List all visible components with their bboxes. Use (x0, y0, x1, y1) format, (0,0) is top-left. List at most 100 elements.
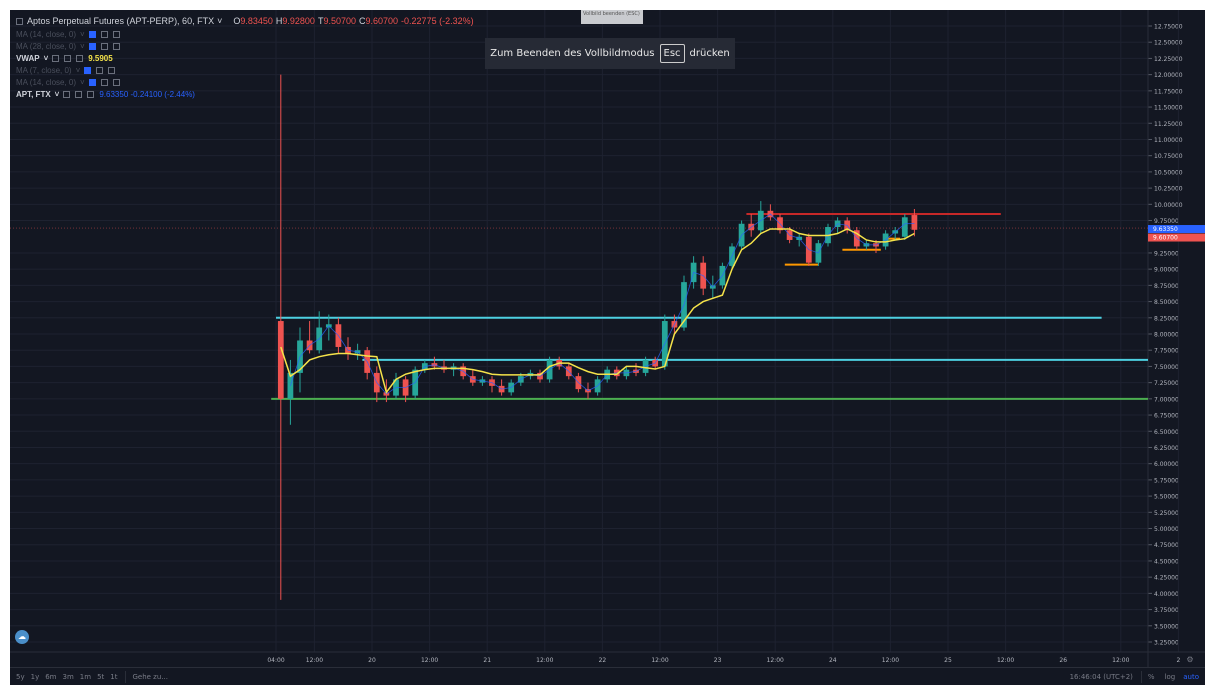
price-tick-label: 4.00000 (1154, 591, 1179, 598)
auto-toggle[interactable]: auto (1183, 673, 1199, 681)
vwap-value: 9.5905 (88, 53, 113, 63)
price-tick-label: 5.75000 (1154, 477, 1179, 484)
log-toggle[interactable]: log (1164, 673, 1176, 681)
visibility-icon[interactable] (88, 78, 96, 86)
close-icon[interactable] (76, 54, 84, 62)
plot-background (10, 10, 1205, 667)
price-tick-label: 9.00000 (1154, 267, 1179, 274)
last-price-label: 9.63350 (1153, 226, 1178, 233)
ohlc-high: H9.92800 (275, 16, 315, 26)
price-tick-label: 8.50000 (1154, 299, 1179, 306)
last-price-label-bg (1148, 225, 1205, 234)
settings-icon[interactable] (100, 42, 108, 50)
goto-button[interactable]: Gehe zu... (132, 673, 168, 681)
toast-message: Zum Beenden des Vollbildmodus (490, 48, 655, 59)
settings-icon[interactable] (75, 90, 83, 98)
range-1d[interactable]: 1t (110, 673, 118, 681)
price-tick-label: 6.75000 (1154, 413, 1179, 420)
time-tick-label: 20 (368, 657, 376, 664)
visibility-icon[interactable] (88, 30, 96, 38)
price-tick-label: 5.00000 (1154, 526, 1179, 533)
time-tick-label: 12:00 (997, 657, 1014, 664)
price-tick-label: 8.75000 (1154, 283, 1179, 290)
esc-key: Esc (659, 44, 685, 63)
price-tick-label: 3.25000 (1154, 640, 1179, 647)
price-tick-label: 12.00000 (1154, 72, 1183, 79)
settings-icon[interactable] (96, 66, 104, 74)
price-tick-label: 5.50000 (1154, 494, 1179, 501)
price-tick-label: 11.75000 (1154, 88, 1183, 95)
price-tick-label: 4.75000 (1154, 542, 1179, 549)
price-tick-label: 5.25000 (1154, 510, 1179, 517)
ma-line (290, 213, 915, 395)
visibility-icon[interactable] (52, 54, 60, 62)
range-3m[interactable]: 3m (62, 673, 74, 681)
time-tick-label: 12:00 (536, 657, 553, 664)
time-tick-label: 12:00 (767, 657, 784, 664)
symbol-title[interactable]: Aptos Perpetual Futures (APT-PERP), 60, … (27, 16, 215, 26)
candle-body (277, 321, 284, 399)
price-tick-label: 3.75000 (1154, 607, 1179, 614)
clock: 16:46:04 (UTC+2) (1069, 673, 1133, 681)
close-icon[interactable] (87, 90, 95, 98)
candle-body (911, 215, 918, 230)
indicator-ma28[interactable]: MA (28, close, 0) ˅ (16, 40, 474, 52)
price-tick-label: 11.00000 (1154, 137, 1183, 144)
percent-toggle[interactable]: % (1147, 673, 1155, 681)
time-tick-label: 2 (1176, 657, 1180, 664)
range-1y[interactable]: 1y (30, 673, 40, 681)
price-tick-label: 10.25000 (1154, 186, 1183, 193)
price-tick-label: 3.50000 (1154, 623, 1179, 630)
settings-icon[interactable] (64, 54, 72, 62)
range-5d[interactable]: 5t (97, 673, 105, 681)
visibility-icon[interactable] (63, 90, 71, 98)
range-1m[interactable]: 1m (79, 673, 92, 681)
settings-icon[interactable] (100, 30, 108, 38)
indicator-ma14[interactable]: MA (14, close, 0) ˅ (16, 28, 474, 40)
price-tick-label: 10.00000 (1154, 202, 1183, 209)
time-tick-label: 12:00 (882, 657, 899, 664)
fullscreen-toast: Zum Beenden des Vollbildmodus Esc drücke… (485, 38, 735, 69)
indicator-apt-ftx[interactable]: APT, FTX ˅ 9.63350 -0.24100 (-2.44%) (16, 89, 195, 99)
toast-suffix: drücken (689, 48, 730, 59)
close-icon[interactable] (108, 66, 116, 74)
ohlc-change: -0.22775 (-2.32%) (401, 16, 474, 26)
indicator-vwap[interactable]: VWAP ˅ 9.5905 (16, 53, 113, 63)
collapse-icon[interactable] (16, 17, 23, 25)
time-tick-label: 12:00 (1112, 657, 1129, 664)
close-icon[interactable] (112, 30, 120, 38)
price-tick-label: 8.00000 (1154, 332, 1179, 339)
apt-ftx-value: 9.63350 -0.24100 (-2.44%) (99, 89, 195, 99)
close-icon[interactable] (112, 78, 120, 86)
range-6m[interactable]: 6m (45, 673, 57, 681)
price-tick-label: 7.25000 (1154, 380, 1179, 387)
price-tick-label: 6.50000 (1154, 429, 1179, 436)
range-5y[interactable]: 5y (16, 673, 25, 681)
close-price-label: 9.60700 (1153, 235, 1178, 242)
close-price-label-bg (1148, 233, 1205, 242)
settings-gear-icon[interactable]: ⚙ (1186, 655, 1193, 664)
cloud-icon[interactable]: ☁ (15, 630, 29, 644)
close-icon[interactable] (112, 42, 120, 50)
candle-body (901, 217, 908, 237)
price-tick-label: 11.25000 (1154, 121, 1183, 128)
price-chart[interactable]: 12.75000 12.50000 12.25000 12.00000 11.75000… (10, 10, 1205, 667)
time-tick-label: 12:00 (651, 657, 668, 664)
price-tick-label: 6.25000 (1154, 445, 1179, 452)
price-tick-label: 7.75000 (1154, 348, 1179, 355)
price-tick-label: 12.25000 (1154, 56, 1183, 63)
bottom-toolbar: 5y 1y 6m 3m 1m 5t 1t Gehe zu... 16:46:04… (10, 667, 1205, 685)
time-tick-label: 26 (1059, 657, 1067, 664)
indicator-ma7[interactable]: MA (7, close, 0) ˅ (16, 64, 474, 76)
settings-icon[interactable] (100, 78, 108, 86)
price-tick-label: 10.50000 (1154, 169, 1183, 176)
visibility-icon[interactable] (84, 66, 92, 74)
visibility-icon[interactable] (88, 42, 96, 50)
indicator-ma14b[interactable]: MA (14, close, 0) ˅ (16, 76, 474, 88)
time-tick-label: 12:00 (306, 657, 323, 664)
price-tick-label: 8.25000 (1154, 315, 1179, 322)
price-tick-label: 12.50000 (1154, 40, 1183, 47)
ohlc-low: T9.50700 (317, 16, 356, 26)
chevron-down-icon[interactable]: ˅ (217, 16, 223, 26)
ohlc-open: O9.83450 (233, 16, 273, 26)
